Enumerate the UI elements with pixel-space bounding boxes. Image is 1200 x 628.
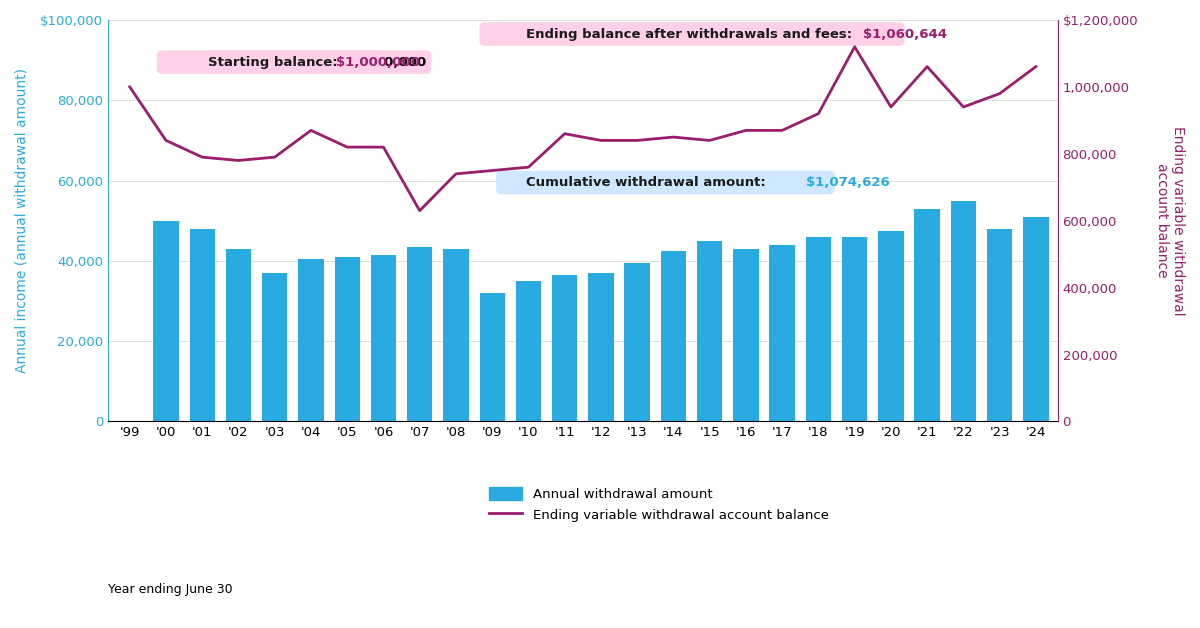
Text: Year ending June 30: Year ending June 30: [108, 583, 233, 597]
Text: Cumulative withdrawal amount: $1,074,626: Cumulative withdrawal amount: $1,074,626: [502, 176, 829, 189]
Bar: [805, 237, 832, 421]
Text: Ending balance after withdrawals and fees: $1,060,644: Ending balance after withdrawals and fee…: [485, 28, 899, 41]
Legend: Annual withdrawal amount, Ending variable withdrawal account balance: Annual withdrawal amount, Ending variabl…: [484, 482, 834, 527]
Bar: [262, 273, 287, 421]
Bar: [588, 273, 613, 421]
Bar: [443, 249, 469, 421]
Bar: [552, 275, 577, 421]
Bar: [986, 229, 1013, 421]
Bar: [516, 281, 541, 421]
Bar: [299, 259, 324, 421]
Bar: [226, 249, 251, 421]
Text: Starting balance: $1,000,000: Starting balance: $1,000,000: [162, 56, 380, 68]
Bar: [154, 220, 179, 421]
Text: Starting balance:: Starting balance:: [208, 56, 342, 68]
Y-axis label: Annual income (annual withdrawal amount): Annual income (annual withdrawal amount): [14, 68, 29, 373]
Bar: [335, 257, 360, 421]
Bar: [878, 230, 904, 421]
Text: Cumulative withdrawal amount:: Cumulative withdrawal amount:: [526, 176, 770, 189]
Text: Starting balance: $1,000,000: Starting balance: $1,000,000: [208, 56, 426, 68]
Bar: [842, 237, 868, 421]
Bar: [1024, 217, 1049, 421]
Bar: [407, 247, 432, 421]
Bar: [624, 263, 650, 421]
Bar: [950, 200, 976, 421]
Bar: [769, 245, 794, 421]
Bar: [733, 249, 758, 421]
Text: $1,060,644: $1,060,644: [863, 28, 947, 41]
Bar: [371, 255, 396, 421]
Bar: [697, 241, 722, 421]
Text: $1,074,626: $1,074,626: [806, 176, 889, 189]
Y-axis label: Ending variable withdrawal
account balance: Ending variable withdrawal account balan…: [1154, 126, 1186, 315]
Bar: [661, 251, 686, 421]
Bar: [190, 229, 215, 421]
Bar: [480, 293, 505, 421]
Text: Ending balance after withdrawals and fees:: Ending balance after withdrawals and fee…: [526, 28, 857, 41]
Text: $1,000,000: $1,000,000: [336, 56, 420, 68]
Bar: [914, 208, 940, 421]
